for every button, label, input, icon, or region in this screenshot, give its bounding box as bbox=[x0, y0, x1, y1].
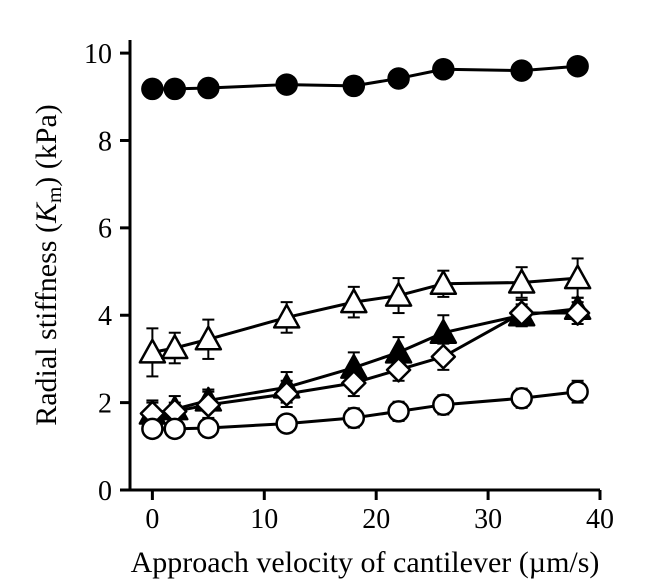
x-tick-label: 40 bbox=[586, 504, 614, 535]
marker-filled-circle bbox=[344, 76, 364, 96]
marker-open-circle bbox=[142, 419, 162, 439]
marker-filled-circle bbox=[277, 75, 297, 95]
marker-open-circle bbox=[433, 395, 453, 415]
chart-container: 0 10 20 30 40 0 2 4 6 8 10 Approach velocity of can… bbox=[0, 0, 653, 588]
x-tick-label: 30 bbox=[474, 504, 502, 535]
marker-open-circle bbox=[198, 418, 218, 438]
y-tick-label: 6 bbox=[98, 214, 112, 245]
marker-open-circle bbox=[568, 382, 588, 402]
y-tick-label: 0 bbox=[98, 476, 112, 507]
marker-open-circle bbox=[389, 401, 409, 421]
marker-open-circle bbox=[344, 408, 364, 428]
y-tick-label: 2 bbox=[98, 388, 112, 419]
marker-open-circle bbox=[512, 388, 532, 408]
chart-svg: 0 10 20 30 40 0 2 4 6 8 10 Approach velocity of can… bbox=[0, 0, 653, 588]
y-tick-label: 4 bbox=[98, 301, 112, 332]
marker-open-circle bbox=[277, 414, 297, 434]
marker-filled-circle bbox=[142, 79, 162, 99]
y-tick-label: 10 bbox=[84, 39, 112, 70]
marker-open-diamond bbox=[566, 302, 589, 325]
marker-open-circle bbox=[165, 419, 185, 439]
x-tick-label: 10 bbox=[250, 504, 278, 535]
x-tick-label: 0 bbox=[145, 504, 159, 535]
marker-open-triangle bbox=[565, 266, 590, 289]
x-tick-label: 20 bbox=[362, 504, 390, 535]
marker-filled-circle bbox=[165, 79, 185, 99]
marker-filled-circle bbox=[433, 59, 453, 79]
marker-open-diamond bbox=[432, 345, 455, 368]
marker-filled-circle bbox=[389, 68, 409, 88]
y-axis-label: Radial stiffness (Km) (kPa) bbox=[30, 104, 66, 426]
x-axis-label: Approach velocity of cantilever (µm/s) bbox=[131, 546, 600, 579]
marker-open-diamond bbox=[197, 393, 220, 416]
marker-filled-circle bbox=[512, 61, 532, 81]
y-tick-label: 8 bbox=[98, 126, 112, 157]
marker-filled-circle bbox=[198, 78, 218, 98]
marker-filled-circle bbox=[568, 56, 588, 76]
